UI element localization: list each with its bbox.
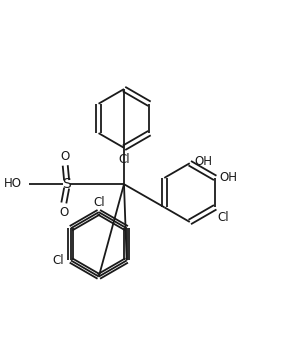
Text: O: O [61,150,70,163]
Text: HO: HO [4,177,22,190]
Text: O: O [59,206,69,219]
Text: Cl: Cl [218,211,229,225]
Text: S: S [62,177,71,191]
Text: Cl: Cl [118,153,130,166]
Text: OH: OH [194,155,212,168]
Text: Cl: Cl [93,196,105,209]
Text: OH: OH [219,171,237,184]
Text: Cl: Cl [52,254,64,267]
